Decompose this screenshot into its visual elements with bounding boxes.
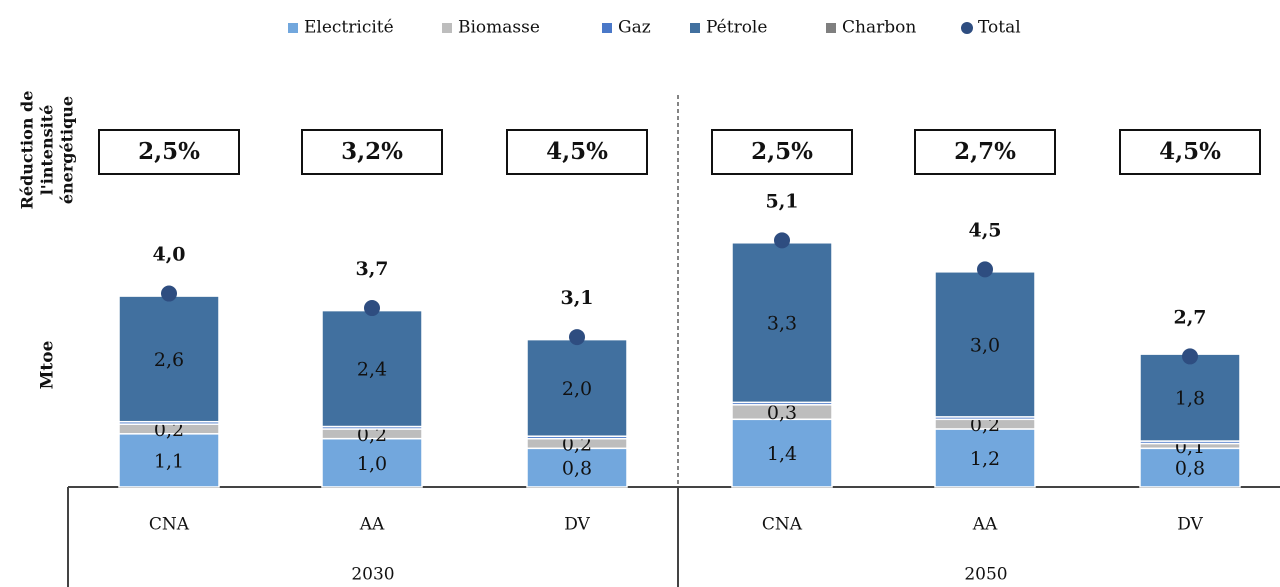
- total-label: 3,7: [355, 258, 388, 280]
- bar-segment: [1139, 353, 1241, 442]
- data-label: 1,8: [1175, 388, 1205, 410]
- bar-segment: [526, 447, 628, 488]
- total-marker: [569, 329, 585, 346]
- legend-marker: [602, 23, 612, 33]
- total-label: 4,0: [152, 244, 185, 266]
- bar-segment: [118, 295, 220, 423]
- x-tick-label: AA: [972, 515, 998, 535]
- intensity-box: [98, 129, 240, 175]
- bar-segment: [321, 309, 423, 428]
- legend-label: Pétrole: [706, 18, 767, 38]
- bar-segment: [526, 338, 628, 437]
- data-label: 0,8: [562, 458, 592, 480]
- legend-label: Gaz: [618, 18, 651, 38]
- bar-segment: [934, 428, 1036, 488]
- data-label: 3,0: [970, 334, 1000, 356]
- intensity-label: 3,2%: [341, 138, 403, 165]
- intensity-label: 4,5%: [546, 138, 608, 165]
- intensity-label: 4,5%: [1159, 138, 1221, 165]
- x-tick-label: CNA: [149, 515, 190, 535]
- group-label: 2050: [964, 565, 1007, 585]
- row-label: énergétique: [58, 96, 77, 204]
- legend-marker: [961, 22, 973, 34]
- bar-segment: [731, 242, 833, 404]
- total-label: 4,5: [968, 219, 1001, 241]
- intensity-label: 2,5%: [751, 138, 813, 165]
- total-marker: [774, 232, 790, 249]
- legend-label: Charbon: [842, 18, 916, 38]
- row-label: l'intensité: [38, 105, 57, 196]
- total-label: 5,1: [765, 190, 798, 212]
- data-label: 0,8: [1175, 458, 1205, 480]
- row-label: Réduction de: [18, 91, 37, 210]
- intensity-label: 2,7%: [954, 138, 1016, 165]
- data-label: 2,4: [357, 359, 387, 381]
- total-marker: [1182, 348, 1198, 365]
- y-axis-label: Mtoe: [38, 340, 58, 389]
- intensity-box: [506, 129, 648, 175]
- total-marker: [161, 285, 177, 302]
- legend-marker: [690, 23, 700, 33]
- intensity-box: [301, 129, 443, 175]
- legend-marker: [826, 23, 836, 33]
- legend-label: Electricité: [304, 18, 394, 38]
- x-tick-label: DV: [564, 515, 590, 535]
- data-label: 1,4: [767, 443, 797, 465]
- intensity-box: [711, 129, 853, 175]
- intensity-box: [914, 129, 1056, 175]
- data-label: 1,2: [970, 448, 1000, 470]
- x-tick-label: AA: [359, 515, 385, 535]
- x-tick-label: DV: [1177, 515, 1203, 535]
- x-tick-label: CNA: [762, 515, 803, 535]
- data-label: 0,3: [767, 402, 797, 424]
- group-label: 2030: [351, 565, 394, 585]
- total-marker: [977, 261, 993, 278]
- data-label: 2,0: [562, 378, 592, 400]
- legend-marker: [442, 23, 452, 33]
- legend-label: Total: [978, 18, 1021, 38]
- intensity-box: [1119, 129, 1261, 175]
- intensity-label: 2,5%: [138, 138, 200, 165]
- data-label: 1,0: [357, 453, 387, 475]
- bar-segment: [731, 418, 833, 488]
- legend-marker: [288, 23, 298, 33]
- bar-segment: [1139, 447, 1241, 488]
- data-label: 3,3: [767, 313, 797, 335]
- data-label: 2,6: [154, 349, 184, 371]
- legend-label: Biomasse: [458, 18, 540, 38]
- bar-segment: [934, 271, 1036, 418]
- total-label: 3,1: [560, 287, 593, 309]
- data-label: 1,1: [154, 450, 184, 472]
- total-marker: [364, 300, 380, 317]
- total-label: 2,7: [1173, 306, 1206, 328]
